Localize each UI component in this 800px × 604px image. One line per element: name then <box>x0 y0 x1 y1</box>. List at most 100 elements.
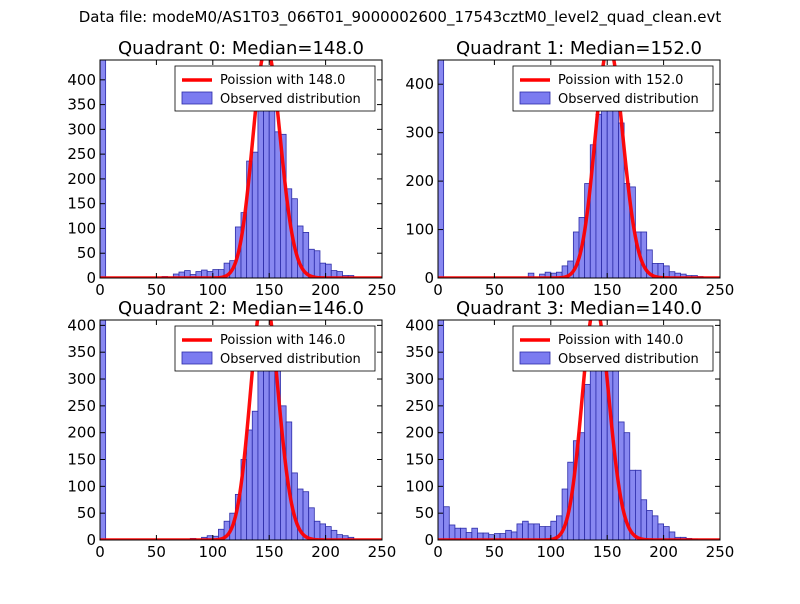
quadrant-3-poisson-curve <box>438 320 720 540</box>
quadrant-2-x-tick-label: 150 <box>255 543 284 561</box>
quadrant-3-histogram-bar <box>539 526 546 540</box>
quadrant-2-histogram-bar <box>313 520 321 540</box>
quadrant-2-plot: 0 50 100 150 200 250 0 50 100 150 200 250 300 350 400 Q… <box>67 298 396 561</box>
quadrant-3-x-tick-label: 50 <box>485 543 504 561</box>
quadrant-3-y-tick-label: 400 <box>405 316 434 334</box>
quadrant-0-plot: 0 50 100 150 200 250 0 50 100 150 200 250 300 350 400 Q… <box>67 38 396 299</box>
quadrant-3-x-tick-label: 100 <box>536 543 565 561</box>
quadrant-1-y-tick-label: 100 <box>405 221 434 239</box>
quadrant-3-histogram-bar <box>443 506 450 540</box>
quadrant-3-y-tick-label: 50 <box>415 504 434 522</box>
quadrant-2-y-tick-label: 200 <box>67 424 96 442</box>
quadrant-3-y-tick-label: 200 <box>405 424 434 442</box>
quadrant-2-histogram-bar <box>100 320 107 540</box>
quadrant-3-x-tick-label: 150 <box>593 543 622 561</box>
quadrant-2-y-tick-label: 100 <box>67 477 96 495</box>
quadrant-1-legend-bar-label: Observed distribution <box>558 92 699 107</box>
quadrant-0-y-tick-label: 150 <box>67 195 96 213</box>
quadrant-2-poisson-curve <box>100 320 382 540</box>
quadrant-0-histogram-bar <box>100 60 107 278</box>
quadrant-1-legend-line-label: Poission with 152.0 <box>558 73 683 88</box>
quadrant-2-histogram-bar <box>319 523 326 540</box>
quadrant-2-histogram-bar <box>325 526 332 540</box>
quadrant-3-histogram-bar <box>589 365 597 540</box>
quadrant-3-title: Quadrant 3: Median=140.0 <box>456 298 702 319</box>
quadrant-3-histogram-bar <box>640 499 648 540</box>
quadrant-3-x-tick-label: 250 <box>706 543 735 561</box>
quadrant-1-histogram-bar <box>601 93 608 278</box>
quadrant-3-y-tick-label: 350 <box>405 343 434 361</box>
quadrant-3-histogram-bar <box>527 523 535 540</box>
quadrant-0-legend-bar-label: Observed distribution <box>220 92 361 107</box>
quadrant-2-y-tick-label: 350 <box>67 343 96 361</box>
quadrant-0-x-tick-label: 0 <box>95 281 105 299</box>
quadrant-0-y-tick-label: 300 <box>67 120 96 138</box>
quadrant-1-title: Quadrant 1: Median=152.0 <box>456 38 702 59</box>
quadrant-0-poisson-curve <box>100 60 382 278</box>
quadrant-0-axes-frame <box>99 59 383 279</box>
quadrant-3-x-tick-label: 0 <box>433 543 443 561</box>
quadrant-0-y-tick-label: 100 <box>67 219 96 237</box>
quadrant-0-histogram-bar <box>325 263 332 278</box>
quadrant-0-histogram-bar <box>251 151 259 278</box>
quadrant-2-x-tick-label: 100 <box>198 543 227 561</box>
quadrant-1-x-tick-label: 150 <box>593 281 622 299</box>
quadrant-2-legend-bar-label: Observed distribution <box>220 352 361 367</box>
quadrant-3-histogram-bar <box>578 432 586 540</box>
quadrant-2-histogram-bar <box>308 507 315 540</box>
quadrant-3-x-tick-label: 200 <box>649 543 678 561</box>
quadrant-2-x-tick-label: 50 <box>147 543 166 561</box>
quadrant-2-legend-line-label: Poission with 146.0 <box>220 333 345 348</box>
quadrant-1-x-tick-label: 0 <box>433 281 443 299</box>
quadrant-3-histogram-bar <box>522 520 529 540</box>
quadrant-1-x-tick-label: 200 <box>649 281 678 299</box>
quadrant-3-histogram-bar <box>533 523 540 540</box>
quadrant-0-x-tick-label: 250 <box>368 281 397 299</box>
quadrant-0-x-tick-label: 150 <box>255 281 284 299</box>
quadrant-0-y-tick-label: 200 <box>67 170 96 188</box>
quadrant-1-legend-bar-swatch <box>519 91 551 105</box>
quadrant-2-y-tick-label: 300 <box>67 370 96 388</box>
quadrant-2-histogram-bar <box>246 429 253 540</box>
quadrant-3-plot: 0 50 100 150 200 250 0 50 100 150 200 250 300 350 400 Q… <box>405 298 734 561</box>
quadrant-0-x-tick-label: 50 <box>147 281 166 299</box>
quadrant-3-histogram-bar <box>584 383 591 540</box>
quadrant-1-legend: Poission with 152.0 Observed distribution <box>512 65 714 112</box>
quadrant-3-legend-line-label: Poission with 140.0 <box>558 333 683 348</box>
quadrant-1-histogram-bar <box>612 100 619 278</box>
quadrant-0-data-area <box>100 60 382 278</box>
quadrant-2-x-tick-label: 200 <box>311 543 340 561</box>
quadrant-3-legend-bar-label: Observed distribution <box>558 352 699 367</box>
quadrant-1-axes-frame <box>437 59 721 279</box>
quadrant-3-y-tick-label: 300 <box>405 370 434 388</box>
quadrant-3-histogram-bar <box>516 523 524 540</box>
quadrant-3-y-tick-label: 100 <box>405 477 434 495</box>
quadrant-2-y-tick-label: 250 <box>67 397 96 415</box>
quadrant-2-legend: Poission with 146.0 Observed distribution <box>174 325 376 372</box>
quadrant-0-x-tick-label: 100 <box>198 281 227 299</box>
quadrant-2-y-tick-label: 150 <box>67 451 96 469</box>
quadrant-0-legend-bar-swatch <box>181 91 213 105</box>
quadrant-0-title: Quadrant 0: Median=148.0 <box>118 38 364 59</box>
quadrant-0-y-tick-label: 0 <box>86 269 96 287</box>
quadrant-0-histogram-bar <box>257 106 264 278</box>
quadrant-0-legend-line-label: Poission with 148.0 <box>220 73 345 88</box>
quadrant-1-x-tick-label: 100 <box>536 281 565 299</box>
quadrant-2-histogram-bar <box>257 365 264 540</box>
quadrant-2-y-tick-label: 0 <box>86 531 96 549</box>
quadrant-0-y-tick-label: 350 <box>67 96 96 114</box>
quadrant-3-histogram-bar <box>646 510 653 540</box>
quadrant-1-y-tick-label: 400 <box>405 75 434 93</box>
quadrant-3-histogram-bar <box>657 523 665 540</box>
quadrant-0-x-tick-label: 200 <box>311 281 340 299</box>
quadrant-1-histogram-bar <box>438 60 445 278</box>
quadrant-3-legend-bar-swatch <box>519 351 551 365</box>
quadrant-0-histogram-bar <box>274 131 281 278</box>
quadrant-3-histogram-bar <box>460 527 467 540</box>
quadrant-3-histogram-bar <box>635 469 642 540</box>
quadrant-3-axes-frame <box>437 319 721 541</box>
quadrant-1-x-tick-label: 50 <box>485 281 504 299</box>
quadrant-3-y-tick-label: 0 <box>424 531 434 549</box>
quadrant-3-y-tick-label: 150 <box>405 451 434 469</box>
